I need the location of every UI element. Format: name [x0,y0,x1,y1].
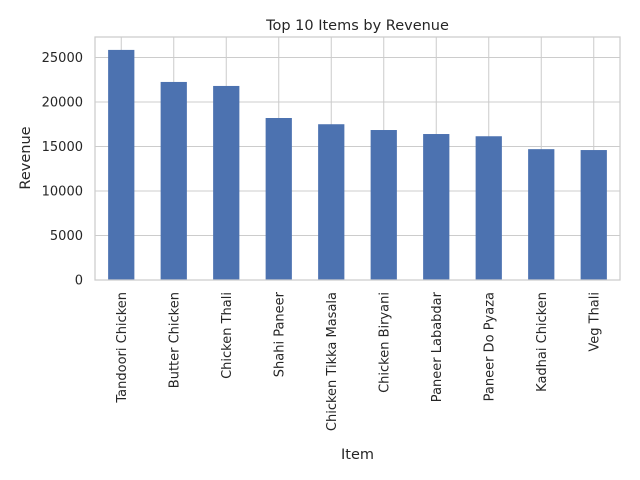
x-axis-label: Item [341,447,374,463]
y-tick-label: 5000 [50,229,83,244]
x-tick-label: Butter Chicken [167,292,182,388]
x-tick-labels: Tandoori Chicken Butter Chicken Chicken Th… [115,291,603,431]
bar [475,136,502,280]
bar [108,49,135,281]
bar [580,150,607,280]
chart-title: Top 10 Items by Revenue [265,18,449,34]
x-tick-label: Veg Thali [587,292,602,352]
bar [370,130,397,280]
bar [213,85,240,280]
x-tick-label: Chicken Tikka Masala [325,292,340,431]
y-tick-label: 10000 [42,184,83,199]
y-axis-label: Revenue [18,126,34,189]
bar [528,149,555,280]
bar [423,134,450,280]
bars [108,49,607,281]
x-tick-label: Shahi Paneer [272,291,287,377]
x-tick-label: Chicken Thali [220,292,235,379]
x-tick-label: Chicken Biryani [377,292,392,393]
y-tick-label: 20000 [42,95,83,110]
y-tick-label: 15000 [42,140,83,155]
y-tick-label: 0 [75,274,83,289]
x-tick-label: Kadhai Chicken [535,292,550,392]
y-tick-label: 25000 [42,51,83,66]
x-tick-label: Tandoori Chicken [115,292,130,404]
bar [318,124,345,280]
plot-frame [94,36,621,281]
bar [160,81,187,280]
x-tick-label: Paneer Do Pyaza [482,292,497,401]
bar [265,118,292,280]
x-tick-label: Paneer Lababdar [430,291,445,402]
y-tick-labels: 0 5000 10000 15000 20000 25000 [42,51,83,289]
